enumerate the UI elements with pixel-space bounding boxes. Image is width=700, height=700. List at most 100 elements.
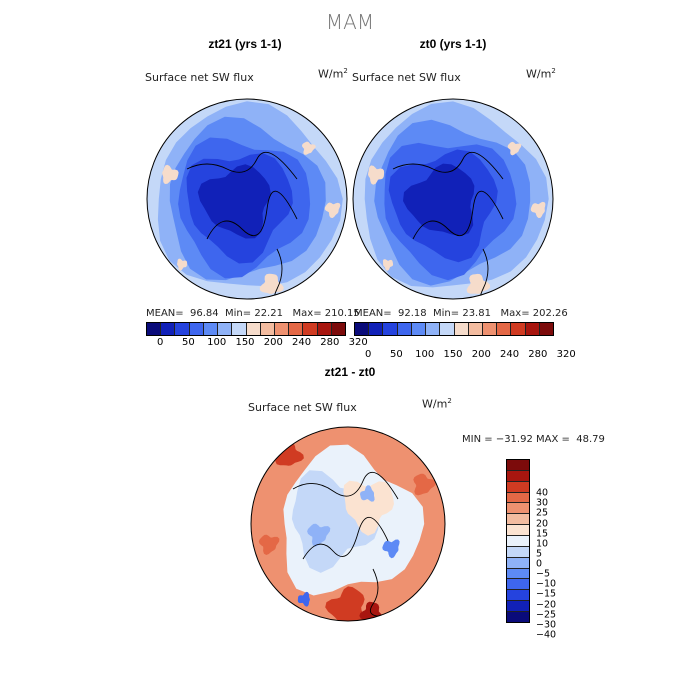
colorbar-tick-label: 0 bbox=[536, 558, 543, 570]
colorbar-tick-label: −15 bbox=[536, 588, 557, 600]
colorbar-tick-label: −25 bbox=[536, 609, 557, 621]
colorbar-tick-label: −10 bbox=[536, 578, 557, 590]
map-contour bbox=[413, 473, 436, 496]
panel1-colorbar-ticks: 0 50 100 150 200 240 280 320 bbox=[146, 335, 368, 348]
colorbar-swatch bbox=[161, 323, 176, 335]
diff-units: W/m2 bbox=[422, 397, 452, 411]
map-boundary bbox=[250, 426, 446, 622]
colorbar-swatch bbox=[539, 323, 554, 335]
colorbar-swatch bbox=[511, 323, 526, 335]
colorbar-swatch bbox=[507, 536, 529, 547]
colorbar-swatch bbox=[440, 323, 455, 335]
colorbar-tick-label: 100 bbox=[207, 337, 227, 348]
map-contour bbox=[307, 523, 331, 547]
colorbar-swatch bbox=[507, 470, 529, 482]
colorbar-swatch bbox=[507, 546, 529, 558]
colorbar-swatch bbox=[175, 323, 190, 335]
map-contour bbox=[507, 141, 522, 156]
map-contour bbox=[383, 259, 394, 271]
colorbar-swatch bbox=[317, 323, 332, 335]
colorbar-tick-label: 20 bbox=[536, 518, 549, 529]
map-contour bbox=[382, 539, 400, 559]
colorbar-swatch bbox=[507, 460, 529, 471]
map-coastline bbox=[186, 151, 298, 299]
colorbar-swatch bbox=[246, 323, 261, 335]
colorbar-swatch bbox=[507, 503, 529, 515]
colorbar-swatch bbox=[203, 323, 219, 335]
colorbar-swatch bbox=[507, 579, 529, 591]
map-contour bbox=[259, 273, 284, 294]
colorbar-swatch bbox=[507, 525, 529, 537]
colorbar-tick-label: 50 bbox=[390, 349, 403, 360]
map-contour bbox=[360, 485, 375, 502]
map-contour bbox=[368, 165, 385, 185]
colorbar-tick-label: 200 bbox=[263, 337, 283, 348]
map-contour bbox=[258, 534, 280, 555]
diff-minmax: MIN = −31.92 MAX = 48.79 bbox=[462, 434, 605, 445]
colorbar-tick-label: 320 bbox=[348, 337, 368, 348]
colorbar-swatch bbox=[274, 323, 290, 335]
colorbar-swatch bbox=[383, 323, 398, 335]
colorbar-tick-label: 200 bbox=[471, 349, 491, 360]
panel2-colorbar bbox=[354, 322, 554, 336]
map-contour bbox=[297, 591, 310, 607]
colorbar-swatch bbox=[525, 323, 540, 335]
panel2-variable: Surface net SW flux bbox=[352, 71, 461, 84]
colorbar-swatch bbox=[454, 323, 469, 335]
colorbar-swatch bbox=[426, 323, 441, 335]
colorbar-tick-label: 25 bbox=[536, 507, 549, 519]
colorbar-swatch bbox=[468, 323, 483, 335]
diff-variable: Surface net SW flux bbox=[248, 401, 357, 414]
map-boundary bbox=[352, 98, 554, 300]
panel1-title: zt21 (yrs 1-1) bbox=[208, 37, 282, 51]
diff-title: zt21 - zt0 bbox=[324, 365, 376, 379]
colorbar-tick-label: 280 bbox=[528, 349, 548, 360]
map-contour bbox=[343, 480, 394, 536]
colorbar-swatch bbox=[331, 323, 346, 335]
panel2-title: zt0 (yrs 1-1) bbox=[419, 37, 487, 51]
map-boundary bbox=[146, 98, 348, 300]
colorbar-tick-label: 100 bbox=[415, 349, 435, 360]
colorbar-tick-label: 0 bbox=[364, 349, 372, 360]
colorbar-tick-label: 0 bbox=[156, 337, 164, 348]
colorbar-tick-label: 150 bbox=[235, 337, 255, 348]
colorbar-tick-label: 320 bbox=[556, 349, 576, 360]
map-contour bbox=[530, 201, 546, 219]
colorbar-swatch bbox=[411, 323, 427, 335]
map-coastline bbox=[392, 151, 504, 299]
colorbar-swatch bbox=[218, 323, 233, 335]
colorbar-swatch bbox=[507, 601, 529, 613]
panel2-polar-map bbox=[352, 98, 554, 300]
colorbar-tick-label: 50 bbox=[182, 337, 195, 348]
colorbar-tick-label: 240 bbox=[292, 337, 312, 348]
colorbar-tick-label: 150 bbox=[443, 349, 463, 360]
panel1-polar-map bbox=[146, 98, 348, 300]
colorbar-tick-label: 40 bbox=[536, 487, 549, 499]
map-contour bbox=[324, 202, 341, 218]
colorbar-swatch bbox=[147, 323, 162, 335]
panel1-colorbar bbox=[146, 322, 346, 336]
colorbar-swatch bbox=[355, 323, 370, 335]
colorbar-tick-label: 10 bbox=[536, 538, 549, 550]
panel1-stats: MEAN= 96.84 Min= 22.21 Max= 210.15 bbox=[146, 308, 360, 319]
map-contour bbox=[302, 141, 316, 155]
map-contour bbox=[325, 586, 366, 621]
colorbar-tick-label: 30 bbox=[536, 497, 549, 509]
map-contour bbox=[162, 164, 179, 184]
colorbar-tick-label: 240 bbox=[500, 349, 520, 360]
colorbar-swatch bbox=[289, 323, 304, 335]
panel2-colorbar-ticks: 0 50 100 150 200 240 280 320 bbox=[354, 347, 576, 360]
colorbar-tick-label: −5 bbox=[536, 568, 551, 580]
colorbar-swatch bbox=[507, 492, 529, 504]
panel2-stats: MEAN= 92.18 Min= 23.81 Max= 202.26 bbox=[354, 308, 568, 319]
diff-colorbar-ticks: 40 30 25 20 15 10 5 0 −5 −10 −15 −20 −25 −30 −40 bbox=[536, 483, 576, 645]
colorbar-tick-label: 15 bbox=[536, 528, 549, 540]
colorbar-swatch bbox=[303, 323, 318, 335]
map-contour bbox=[466, 273, 491, 294]
season-title: MAM bbox=[325, 10, 375, 34]
colorbar-swatch bbox=[232, 323, 247, 335]
colorbar-swatch bbox=[507, 557, 529, 569]
colorbar-swatch bbox=[482, 323, 498, 335]
colorbar-swatch bbox=[507, 568, 529, 580]
panel2-units: W/m2 bbox=[526, 67, 556, 81]
